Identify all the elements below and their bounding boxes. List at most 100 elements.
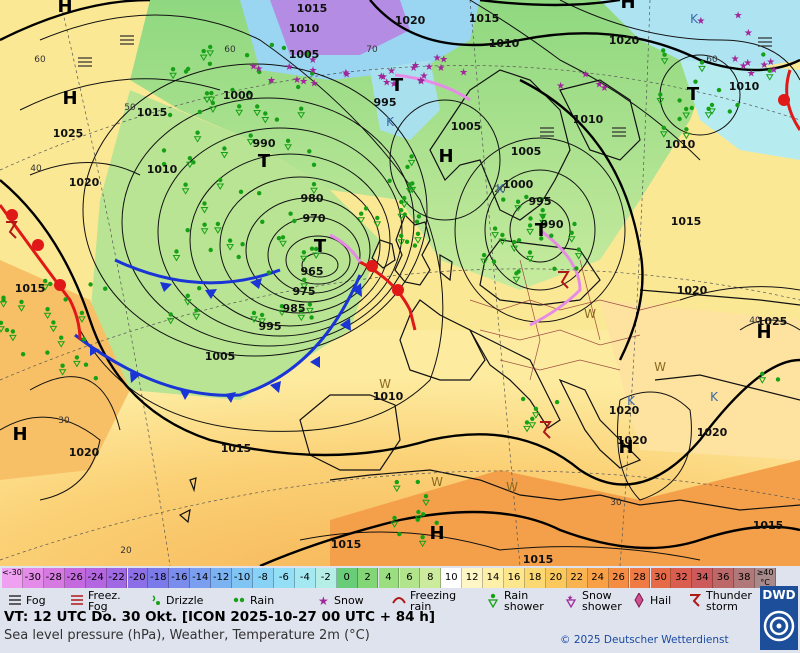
svg-text:★: ★ [766,57,775,68]
snow-icon: ★ [318,594,329,608]
svg-text:★: ★ [744,28,753,39]
colorbar-cell: -10 [232,568,253,588]
svg-text:★: ★ [459,68,468,79]
isobar-label: 970 [303,212,326,225]
latitude-label: 30 [610,498,622,508]
svg-text:★: ★ [293,75,302,86]
legend-item-label: Snow shower [582,589,622,613]
legend-item-label: Fog [26,594,46,607]
coastlines [178,69,800,524]
isobar-label: 1010 [573,113,604,126]
latitude-label: 60 [224,45,236,55]
svg-text:★: ★ [341,68,350,79]
latitude-label: 40 [749,316,761,326]
rain-symbol-area [0,42,781,548]
svg-text:★: ★ [309,66,318,77]
svg-text:★: ★ [390,79,399,90]
colorbar-cell: -20 [127,568,149,588]
temperature-field-northeast-blue [600,0,800,70]
colorbar-cell: -26 [64,568,86,588]
latitude-label: 20 [120,546,132,556]
pressure-labels: 1015 1020 1015 1010 1020 1010 1005 1000 995 990 10… [15,2,788,566]
colorbar-cell: 20 [545,568,567,588]
isobar-label: 985 [283,302,306,315]
svg-text:★: ★ [739,61,748,72]
isobar-label: 995 [529,195,552,208]
svg-text:★: ★ [310,79,319,90]
rain-shower-icon [487,593,499,609]
weather-map-svg: ★★★★ ★★★★ ★★★★★ ★★★★★★★★★★ ★★★ ★★★★★★★ ★★★★★★★… [0,0,800,566]
isobar-label: 990 [253,137,276,150]
colorbar-cell: -18 [148,568,170,588]
svg-text:★: ★ [731,54,740,65]
isobar-label: 1015 [331,538,362,551]
isobar-label: 1005 [511,145,542,158]
warm-cell-label: W [506,480,518,494]
isobar-label: 1015 [221,442,252,455]
legend-item-label: Snow [334,594,364,607]
temperature-field-polar-violet [270,0,410,55]
isobar-label: 1010 [289,22,320,35]
dwd-logo-text: DWD [762,588,796,602]
svg-text:★: ★ [379,72,388,83]
isobar-label: 1005 [289,48,320,61]
isobar-label: 1020 [609,34,640,47]
cold-cell-label: K [627,394,636,408]
freezing-fog-icon [71,595,83,605]
latitude-label: 20 [494,185,506,195]
hail-icon [634,593,644,609]
high-pressure-center: H [438,146,453,167]
colorbar-cell: 6 [399,568,421,588]
rain-icon [233,597,245,603]
colorbar-cell: 14 [483,568,504,588]
colorbar-cell: -24 [85,568,107,588]
isobar-label: 1020 [609,404,640,417]
svg-text:★: ★ [318,594,329,608]
thunderstorm-icon [690,594,702,607]
svg-text:★: ★ [581,69,590,80]
isobar-label: 1015 [671,215,702,228]
high-pressure-center: H [57,0,72,17]
drizzle-icon [152,595,160,605]
low-pressure-center: T [535,220,548,241]
svg-text:★: ★ [267,75,276,86]
colorbar-cell: -8 [253,568,274,588]
svg-text:★: ★ [409,63,418,74]
colorbar-cell: 24 [587,568,609,588]
svg-text:★: ★ [285,62,294,73]
isobar-label: 1015 [469,12,500,25]
temperature-field-east-blue [680,60,800,160]
isobar-label: 1025 [53,127,84,140]
svg-text:★: ★ [420,71,429,82]
fog-symbols [78,35,772,137]
map-subtitle: Sea level pressure (hPa), Weather, Tempe… [4,628,370,643]
cold-front [74,258,362,403]
warm-cell-label: W [654,360,666,374]
pressure-centers: H H H H H H H H T T T T T [12,0,771,544]
cold-cell-label: K [710,390,719,404]
svg-text:★: ★ [760,60,769,71]
isobar-label: 1010 [373,390,404,403]
cold-cell-label: K [496,182,505,196]
cold-cell-label: K [386,115,395,129]
freezing-rain-icon [392,597,406,604]
isobar-label: 1015 [753,519,784,532]
colorbar-cell: -14 [190,568,212,588]
isobar-label: 1005 [205,350,236,363]
svg-text:★: ★ [696,16,705,27]
svg-text:★: ★ [308,55,317,66]
high-pressure-center: H [429,523,444,544]
colorbar-cell: 0 [336,568,358,588]
colorbar-cell: 36 [713,568,735,588]
latitude-label: 70 [366,45,378,55]
colorbar-cell: 28 [629,568,651,588]
warm-cell-label: W [584,307,596,321]
weather-map: ★ ★ ★ ★ ★ ★ ★ ★ ★ ★ ★ ★ ★ ★ ★ ★ ★ ★ ★ ★ ★ ★ ★ ★ ★ ★ ★ ★ ★ ★ ★ ★ ★ ★ ★ ★ ★ ★ ★ ★… [0,0,800,566]
colorbar-cell: 4 [378,568,400,588]
svg-text:★: ★ [567,594,573,602]
legend-item-label: Thunder storm [706,589,752,613]
colorbar-cell: 30 [650,568,672,588]
svg-text:★: ★ [595,79,604,90]
legend-item-label: Rain shower [504,589,544,613]
high-pressure-center: H [756,322,771,343]
